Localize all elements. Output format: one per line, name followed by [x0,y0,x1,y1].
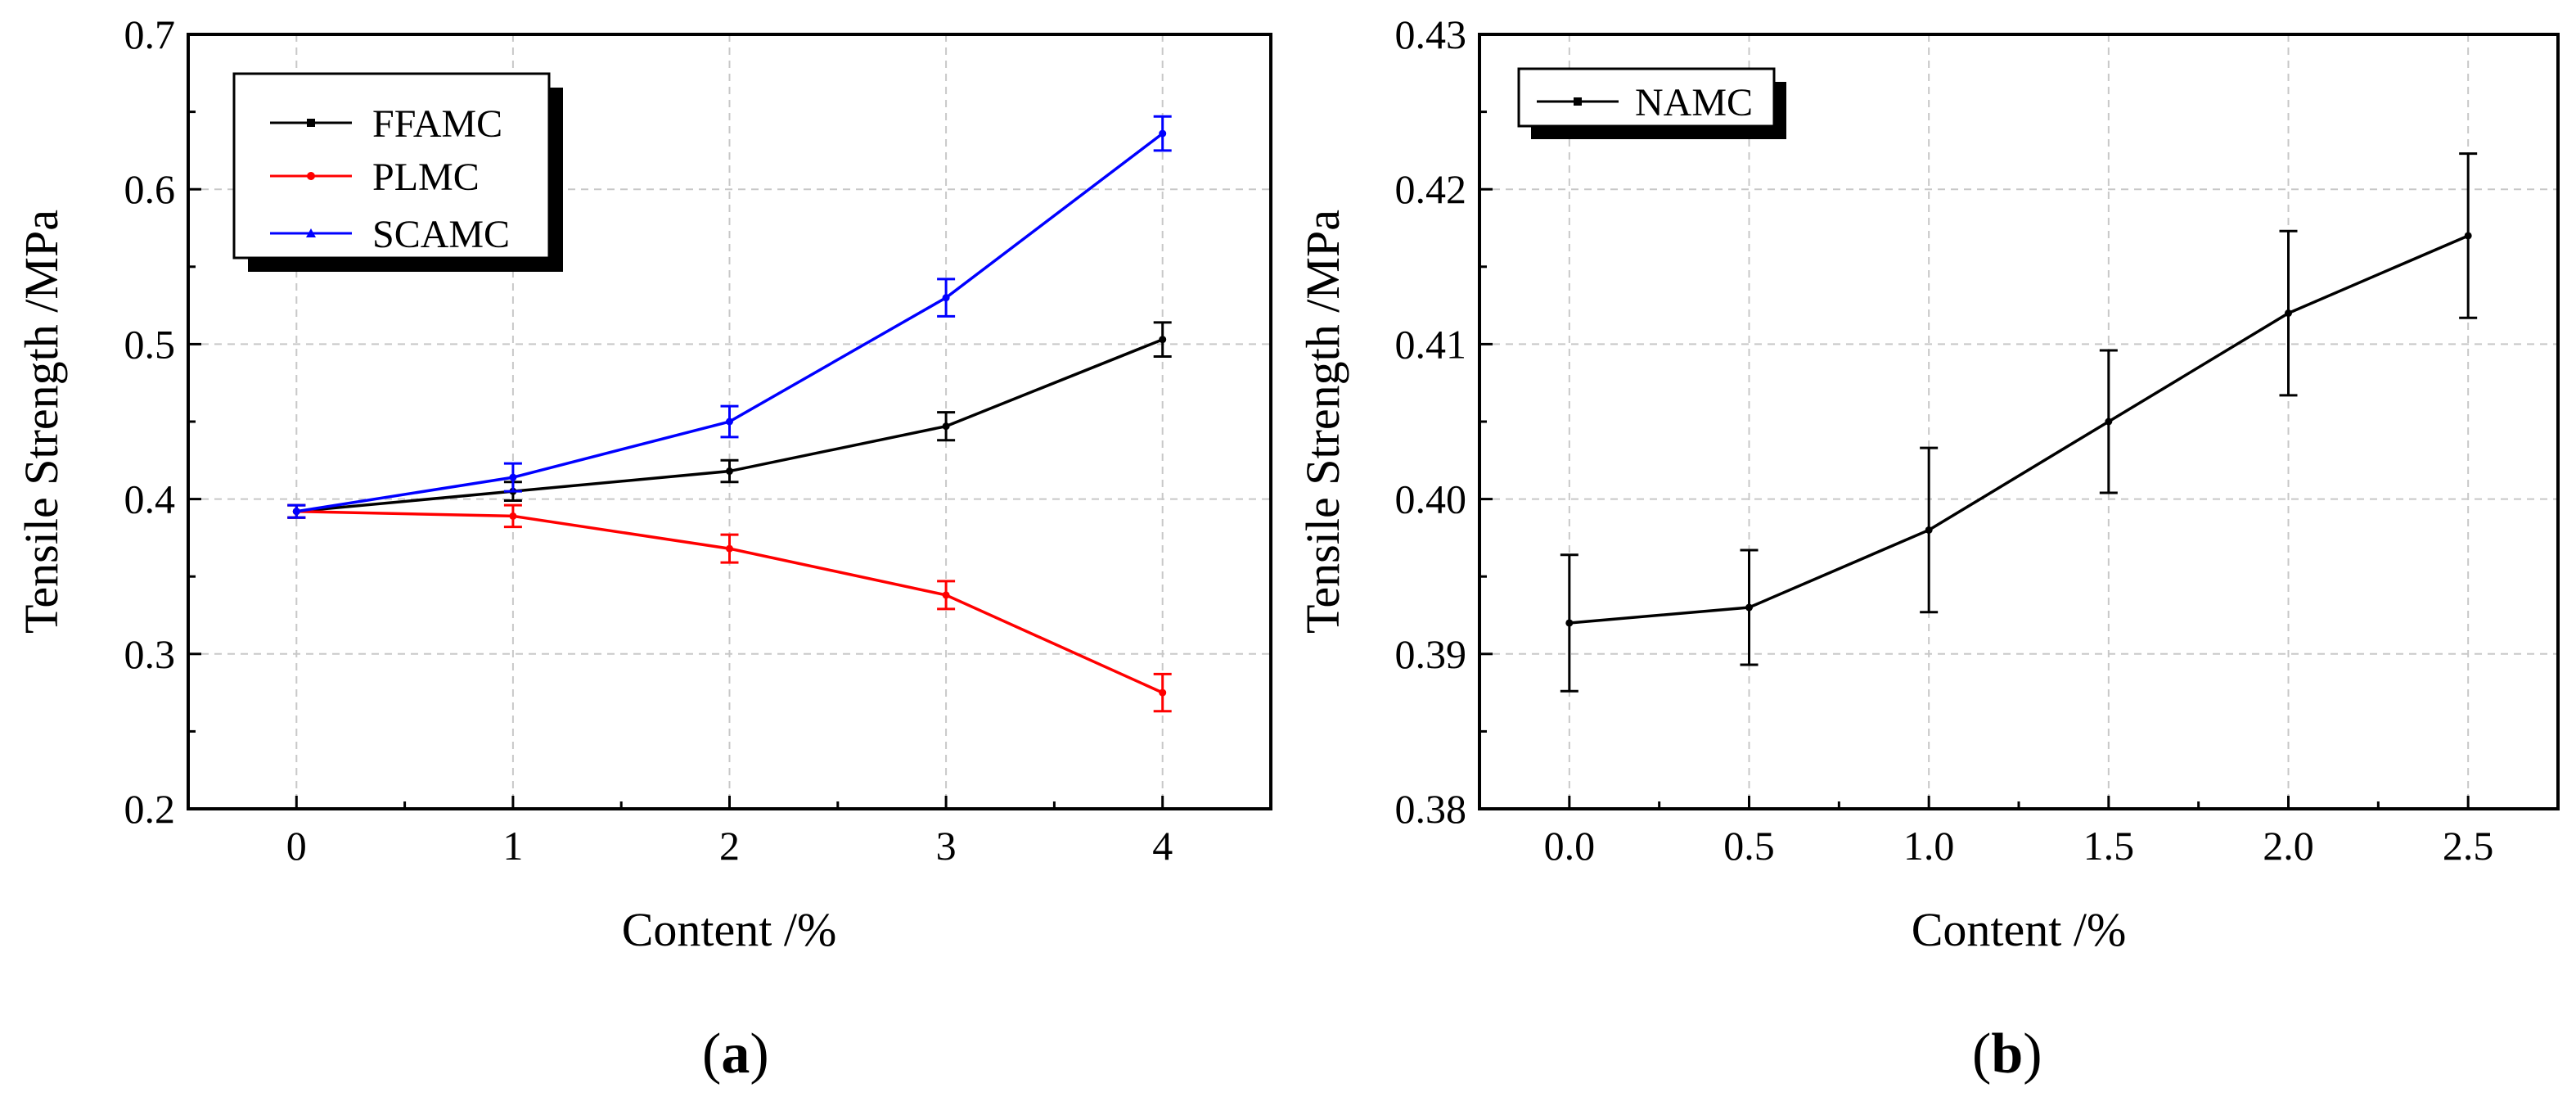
y-tick-label: 0.5 [124,321,176,367]
y-tick-label: 0.2 [124,786,176,832]
series-layer [1560,152,2478,693]
data-point-ffamc [1159,336,1167,344]
panel-label-a: (a) [702,1022,769,1086]
y-tick-label: 0.7 [124,11,176,57]
y-tick-label: 0.3 [124,631,176,677]
data-point-scamc [1159,129,1167,138]
x-axis-label: Content /% [1912,903,2127,956]
data-point-ffamc [942,422,950,431]
x-tick-label: 3 [936,823,957,869]
data-point-scamc [509,473,517,481]
series-line-namc [1569,234,2469,625]
series-ffamc [287,321,1172,519]
data-point-plmc [942,591,950,599]
y-tick-label: 0.39 [1395,631,1467,677]
y-tick-label: 0.6 [124,166,176,212]
x-tick-label: 0.5 [1723,823,1775,869]
x-tick-label: 2 [719,823,740,869]
legend-item-scamc: SCAMC [270,213,510,256]
x-tick-label: 2.0 [2263,823,2314,869]
series-scamc [287,115,1172,519]
legend: FFAMC PLMC SCAMC [232,72,563,272]
x-tick-label: 0.0 [1544,823,1596,869]
data-point-namc [1565,619,1574,627]
data-point-scamc [726,418,733,426]
plot-frame [1478,33,2560,810]
y-tick-label: 0.4 [124,476,176,522]
x-axis-label: Content /% [622,903,837,956]
legend-marker-ffamc [307,119,315,127]
data-point-ffamc [726,467,733,476]
data-point-plmc [726,544,733,553]
grid-lines [1479,34,2558,809]
y-axis-label: Tensile Strength /MPa [1296,210,1349,634]
legend-label-scamc: SCAMC [372,213,510,256]
x-tick-label: 1.0 [1903,823,1955,869]
series-layer [287,115,1172,713]
data-point-namc [2464,232,2472,240]
data-point-namc [1925,526,1933,534]
data-point-scamc [942,294,950,302]
legend-item-plmc: PLMC [270,156,480,199]
panel-letter-b: b [1991,1022,2023,1086]
y-tick-label: 0.41 [1395,321,1467,367]
data-point-namc [2285,309,2292,318]
legend-box [1517,67,1776,128]
y-axis-label: Tensile Strength /MPa [15,210,68,634]
legend-marker-namc [1574,97,1582,106]
panel-letter-a: a [721,1022,750,1086]
x-tick-label: 1 [502,823,523,869]
axis-ticks: 0.2 0.3 0.4 0.5 0.6 0.7 0 1 2 3 4 [124,11,1173,869]
x-tick-label: 4 [1152,823,1173,869]
data-point-namc [1745,603,1753,612]
data-point-plmc [1159,688,1167,697]
y-tick-label: 0.42 [1395,166,1467,212]
legend-label-plmc: PLMC [372,156,480,199]
x-tick-label: 1.5 [2083,823,2135,869]
legend-item-ffamc: FFAMC [270,102,502,146]
data-point-plmc [509,512,517,520]
series-namc [1560,152,2478,693]
x-tick-label: 2.5 [2443,823,2494,869]
chart-panel-a: 0.2 0.3 0.4 0.5 0.6 0.7 0 1 2 3 4 Content /% Tensi… [15,11,1272,1086]
y-tick-label: 0.43 [1395,11,1467,57]
legend-box [232,72,551,260]
data-point-scamc [292,508,300,516]
legend-item-namc: NAMC [1537,81,1753,124]
y-tick-label: 0.38 [1395,786,1467,832]
legend-marker-plmc [307,172,315,180]
axis-ticks: 0.38 0.39 0.40 0.41 0.42 0.43 0.0 0.5 1.0 1.5 2.0 2… [1395,11,2494,869]
data-point-namc [2105,418,2113,426]
chart-panel-b: 0.38 0.39 0.40 0.41 0.42 0.43 0.0 0.5 1.0 1.5 2.0 2… [1296,11,2560,1086]
legend: NAMC [1517,67,1786,139]
y-tick-label: 0.40 [1395,476,1467,522]
legend-label-namc: NAMC [1635,81,1753,124]
panel-label-b: (b) [1972,1022,2042,1086]
x-tick-label: 0 [286,823,307,869]
legend-marker-scamc [306,228,316,237]
series-plmc [287,503,1172,713]
legend-label-ffamc: FFAMC [372,102,502,146]
